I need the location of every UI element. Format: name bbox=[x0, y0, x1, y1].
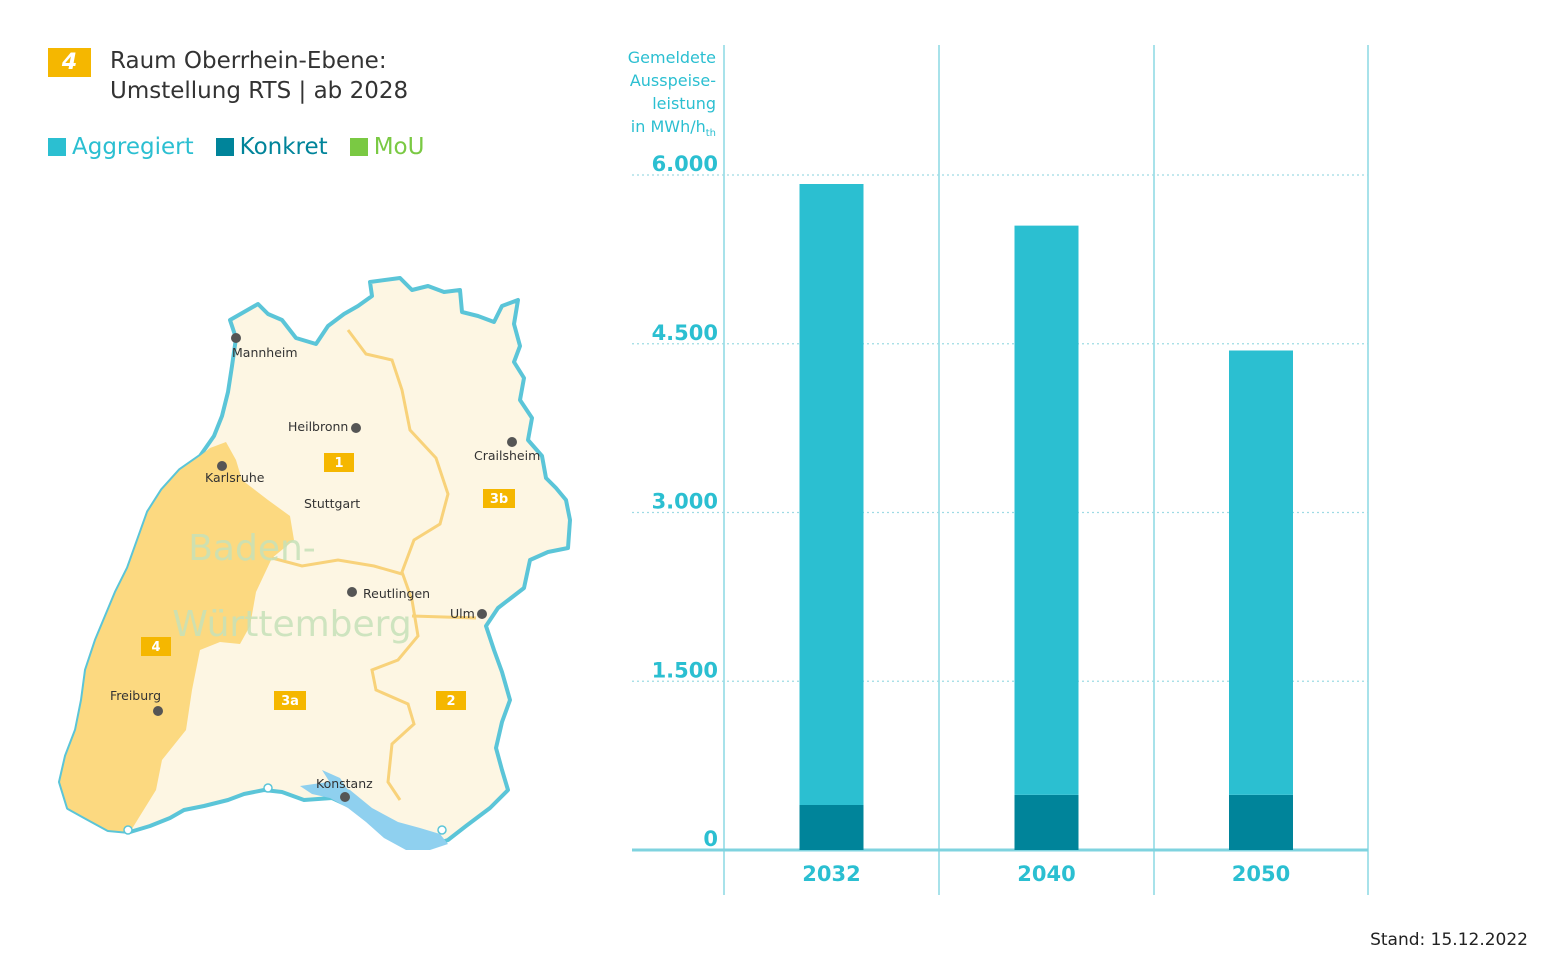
legend-swatch-aggregiert bbox=[48, 138, 66, 156]
x-tick-label: 2040 bbox=[1017, 862, 1075, 886]
city-label-freiburg: Freiburg bbox=[110, 688, 161, 703]
y-tick-label: 3.000 bbox=[652, 490, 718, 514]
legend-swatch-mou bbox=[349, 138, 368, 156]
legend-label-aggregiert: Aggregiert bbox=[72, 134, 194, 160]
city-dot-karlsruhe bbox=[217, 461, 227, 471]
region-badge: 4 bbox=[48, 48, 91, 77]
region-label-2: 2 bbox=[446, 694, 455, 709]
legend: Aggregiert Konkret MoU bbox=[48, 134, 424, 160]
region-badge-3a bbox=[274, 691, 306, 710]
map-state-label-1: Baden- bbox=[188, 528, 316, 569]
map-state-label-2: Württemberg bbox=[172, 604, 411, 645]
y-axis-label-unit: in MWh/h bbox=[630, 117, 706, 136]
legend-item-mou: MoU bbox=[349, 134, 425, 160]
x-tick-label: 2032 bbox=[802, 862, 860, 886]
y-axis-label-line-4: in MWh/hth bbox=[600, 115, 716, 145]
city-label-karlsruhe: Karlsruhe bbox=[205, 470, 265, 485]
city-dot-ulm bbox=[477, 609, 487, 619]
bar-chart: 6.000 4.500 3.000 1.500 0 2032 2040 2050 bbox=[632, 45, 1369, 895]
city-label-ulm: Ulm bbox=[450, 606, 475, 621]
y-axis-label: Gemeldete Ausspeise- leistung in MWh/hth bbox=[600, 46, 716, 145]
region-label-4: 4 bbox=[151, 640, 160, 655]
map-region-borders bbox=[271, 329, 477, 801]
city-label-crailsheim: Crailsheim bbox=[474, 448, 540, 463]
legend-label-konkret: Konkret bbox=[239, 134, 328, 160]
bar-aggregiert-2050 bbox=[1229, 350, 1293, 795]
legend-label-mou: MoU bbox=[373, 134, 425, 160]
bar-konkret-2032 bbox=[799, 805, 864, 850]
city-label-heilbronn: Heilbronn bbox=[288, 419, 348, 434]
y-axis-label-line-2: Ausspeise- bbox=[629, 71, 716, 90]
region-badge-3b bbox=[483, 489, 515, 508]
map-region-4-highlight bbox=[60, 442, 294, 832]
map-lake-tip bbox=[322, 770, 348, 792]
map-lake-constance bbox=[300, 782, 448, 850]
title-line-2: Umstellung RTS | ab 2028 bbox=[110, 78, 409, 104]
map-baden-wuerttemberg: Baden- Württemberg Mannheim Heilbronn Ka… bbox=[58, 276, 572, 850]
region-label-3b: 3b bbox=[490, 492, 508, 507]
page-title: Raum Oberrhein-Ebene: Umstellung RTS | a… bbox=[110, 46, 408, 106]
y-axis-label-line-1: Gemeldete bbox=[627, 48, 716, 67]
map-border-marker bbox=[263, 783, 273, 793]
city-dot-crailsheim bbox=[507, 437, 517, 447]
city-dot-freiburg bbox=[153, 706, 163, 716]
y-tick-label: 0 bbox=[703, 827, 718, 851]
bar-konkret-2050 bbox=[1229, 794, 1293, 850]
city-label-konstanz: Konstanz bbox=[316, 776, 373, 791]
region-badge-2 bbox=[436, 691, 466, 710]
region-badge-4 bbox=[141, 637, 171, 656]
legend-item-aggregiert: Aggregiert bbox=[48, 134, 194, 160]
bar-konkret-2040 bbox=[1014, 794, 1079, 850]
city-dot-reutlingen bbox=[347, 587, 357, 597]
map-border-marker bbox=[123, 825, 133, 835]
city-dot-konstanz bbox=[340, 792, 350, 802]
bar-aggregiert-2032 bbox=[799, 184, 864, 805]
city-label-reutlingen: Reutlingen bbox=[363, 586, 430, 601]
stand-date: Stand: 15.12.2022 bbox=[1370, 930, 1528, 950]
title-line-1: Raum Oberrhein-Ebene: bbox=[110, 48, 387, 74]
legend-swatch-konkret bbox=[215, 138, 234, 156]
city-dot-heilbronn bbox=[351, 423, 361, 433]
y-axis-label-line-3: leistung bbox=[652, 94, 716, 113]
region-label-1: 1 bbox=[334, 456, 343, 471]
city-label-stuttgart: Stuttgart bbox=[304, 496, 360, 511]
bar-aggregiert-2040 bbox=[1014, 225, 1079, 795]
y-tick-label: 1.500 bbox=[652, 658, 718, 682]
y-tick-label: 6.000 bbox=[652, 152, 718, 176]
legend-item-konkret: Konkret bbox=[215, 134, 328, 160]
region-label-3a: 3a bbox=[281, 694, 299, 709]
city-dot-mannheim bbox=[231, 333, 241, 343]
x-tick-label: 2050 bbox=[1232, 862, 1290, 886]
map-border-marker bbox=[437, 825, 447, 835]
y-tick-label: 4.500 bbox=[652, 321, 718, 345]
city-label-mannheim: Mannheim bbox=[232, 345, 298, 360]
y-axis-label-subscript: th bbox=[705, 128, 716, 140]
region-badge-1 bbox=[324, 453, 354, 472]
